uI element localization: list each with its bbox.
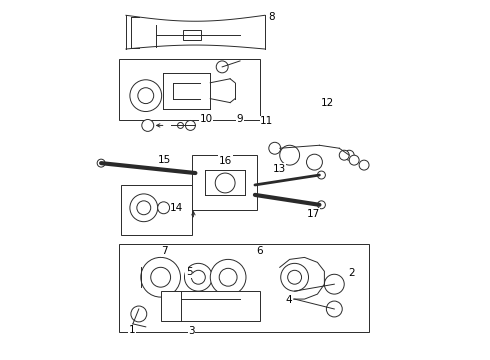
Text: 1: 1 bbox=[129, 325, 136, 335]
Circle shape bbox=[151, 267, 171, 287]
Text: 14: 14 bbox=[171, 203, 184, 213]
Circle shape bbox=[344, 150, 354, 160]
Circle shape bbox=[177, 122, 183, 129]
Circle shape bbox=[138, 88, 154, 104]
Circle shape bbox=[131, 306, 147, 322]
Circle shape bbox=[97, 159, 105, 167]
Text: 6: 6 bbox=[256, 247, 263, 256]
Circle shape bbox=[130, 194, 158, 222]
Text: 11: 11 bbox=[260, 116, 273, 126]
Circle shape bbox=[137, 201, 151, 215]
Bar bbox=[119, 59, 260, 121]
Bar bbox=[183, 30, 201, 40]
Text: 10: 10 bbox=[199, 114, 213, 124]
Circle shape bbox=[318, 201, 325, 209]
Bar bbox=[161, 291, 260, 321]
Circle shape bbox=[269, 142, 281, 154]
Text: 15: 15 bbox=[158, 156, 172, 165]
Circle shape bbox=[210, 260, 246, 295]
Text: 5: 5 bbox=[186, 267, 193, 277]
Circle shape bbox=[158, 202, 170, 214]
Circle shape bbox=[219, 268, 237, 286]
Bar bbox=[193, 155, 257, 210]
Text: 2: 2 bbox=[349, 268, 355, 278]
Circle shape bbox=[359, 160, 369, 170]
Circle shape bbox=[281, 264, 309, 291]
Circle shape bbox=[326, 301, 342, 317]
Bar bbox=[121, 185, 193, 235]
Circle shape bbox=[288, 270, 301, 284]
Bar bbox=[119, 244, 369, 332]
Text: 17: 17 bbox=[306, 209, 319, 219]
Text: 4: 4 bbox=[286, 295, 292, 305]
Circle shape bbox=[339, 150, 349, 160]
Text: 7: 7 bbox=[162, 247, 168, 256]
Text: 16: 16 bbox=[219, 156, 232, 166]
Circle shape bbox=[185, 121, 196, 130]
Text: 13: 13 bbox=[272, 163, 286, 174]
Circle shape bbox=[280, 145, 299, 165]
Text: 12: 12 bbox=[321, 98, 334, 108]
Circle shape bbox=[184, 264, 212, 291]
Circle shape bbox=[307, 154, 322, 170]
Circle shape bbox=[349, 155, 359, 165]
Circle shape bbox=[215, 173, 235, 193]
Circle shape bbox=[192, 270, 205, 284]
Circle shape bbox=[318, 171, 325, 179]
Circle shape bbox=[216, 61, 228, 73]
Circle shape bbox=[142, 120, 154, 131]
Circle shape bbox=[141, 257, 180, 297]
Text: 9: 9 bbox=[237, 114, 244, 124]
Circle shape bbox=[130, 80, 162, 112]
Text: 8: 8 bbox=[269, 13, 275, 22]
Circle shape bbox=[324, 274, 344, 294]
Text: 3: 3 bbox=[188, 327, 195, 337]
